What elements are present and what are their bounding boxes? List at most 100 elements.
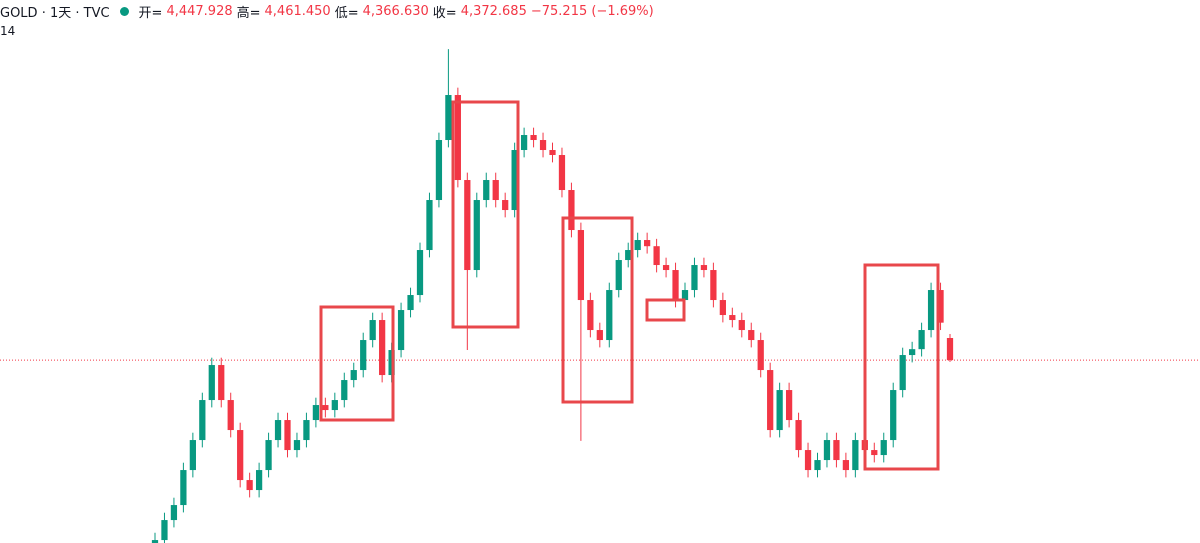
candle-body — [445, 95, 452, 141]
candle-body — [691, 265, 698, 291]
candle-body — [435, 140, 443, 201]
candle-body — [492, 180, 499, 201]
status-dot — [119, 7, 129, 16]
candle-body — [539, 140, 547, 151]
candle-body — [899, 355, 906, 391]
candle-body — [729, 315, 736, 321]
candle-body — [738, 320, 745, 331]
candle-body — [946, 337, 954, 361]
candle-body — [634, 240, 641, 251]
low-value: 4,366.630 — [362, 4, 429, 19]
candle-body — [237, 430, 244, 481]
candle-body — [927, 290, 935, 331]
candle-body — [842, 460, 850, 471]
change: −75.215 (−1.69%) — [530, 4, 654, 19]
candle-body — [218, 365, 225, 401]
candle-body — [710, 270, 717, 301]
candle-body — [776, 390, 783, 431]
candle-body — [719, 300, 726, 316]
high-label: 高= — [236, 6, 261, 21]
candle-body — [558, 155, 566, 191]
candle-body — [918, 330, 925, 350]
candle-body — [208, 365, 215, 401]
candle-body — [549, 150, 556, 156]
highlight-box — [561, 216, 634, 404]
candle-body — [767, 370, 774, 431]
candle-body — [483, 180, 490, 201]
candle-body — [814, 460, 821, 471]
candle-body — [293, 440, 301, 451]
candle-body — [180, 470, 187, 506]
candle-body — [833, 440, 840, 461]
candle-body — [596, 330, 603, 341]
candle-body — [653, 246, 660, 266]
candle-body — [700, 265, 708, 271]
candle-body — [170, 505, 178, 521]
candle-body — [151, 540, 159, 543]
candle-body — [615, 260, 622, 291]
candle-body — [369, 320, 376, 341]
high-value: 4,461.450 — [264, 4, 331, 19]
candle-body — [161, 520, 168, 541]
candle-body — [284, 420, 291, 451]
candle-body — [871, 450, 878, 456]
indicator-label: 14 — [0, 24, 16, 38]
candle-body — [511, 150, 518, 211]
candle-body — [890, 390, 897, 441]
close-value: 4,372.685 — [460, 4, 527, 19]
candle-body — [379, 320, 386, 376]
candle-body — [748, 330, 755, 341]
candle-body — [341, 380, 348, 401]
candle-body — [520, 135, 528, 151]
candle-body — [681, 290, 689, 301]
candle-body — [852, 440, 859, 471]
candle-body — [672, 270, 679, 301]
candle-body — [350, 370, 357, 381]
candle-body — [587, 300, 594, 331]
candle-body — [502, 200, 509, 211]
candle-body — [644, 240, 651, 247]
candle-body — [322, 405, 329, 411]
candle-body — [303, 420, 310, 441]
candle-body — [360, 340, 367, 371]
candle-body — [804, 450, 812, 471]
candle-body — [274, 420, 282, 441]
candle-body — [625, 250, 632, 261]
symbol: GOLD · 1天 · TVC — [0, 6, 110, 21]
candle-body — [937, 290, 944, 323]
candle-body — [199, 400, 206, 441]
candle-body — [426, 200, 433, 251]
highlight-box — [319, 305, 395, 422]
candle-body — [189, 440, 196, 471]
candle-body — [662, 265, 670, 271]
candle-body — [416, 250, 424, 296]
candle-body — [265, 440, 272, 471]
candle-body — [407, 295, 414, 311]
candle-body — [568, 190, 575, 231]
candle-body — [577, 230, 585, 301]
candle-body — [880, 440, 887, 456]
candle-body — [606, 290, 613, 341]
candle-body — [530, 135, 537, 141]
candle-body — [331, 400, 338, 411]
close-label: 收= — [432, 6, 457, 21]
candle-body — [823, 440, 831, 461]
candle-body — [227, 400, 234, 431]
candle-body — [454, 95, 461, 181]
low-label: 低= — [334, 6, 359, 21]
highlight-box — [451, 100, 520, 329]
candle-body — [312, 405, 320, 421]
candle-body — [785, 390, 793, 421]
candle-body — [255, 470, 263, 491]
candle-body — [795, 420, 802, 451]
candle-body — [909, 349, 916, 356]
candle-body — [397, 310, 405, 351]
candle-body — [246, 480, 253, 491]
candle-body — [464, 180, 471, 271]
legend-header: GOLD · 1天 · TVC 开= 4,447.928 高= 4,461.450 … — [0, 2, 654, 21]
highlight-boxes — [319, 100, 940, 471]
open-value: 4,447.928 — [166, 4, 233, 19]
open-label: 开= — [138, 6, 163, 21]
